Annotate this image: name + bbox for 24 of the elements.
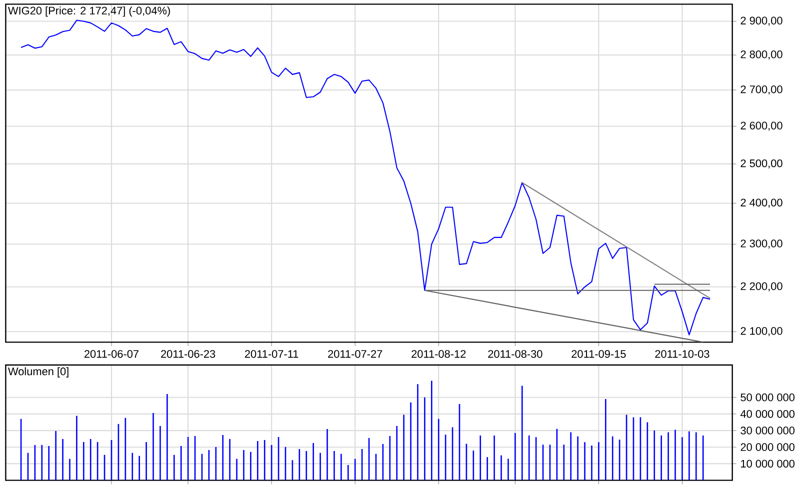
x-tick-label: 2011-10-03 [655,350,710,358]
chart-title: WIG20 [Price: 2 172,47] (-0,04%) [8,6,170,17]
x-tick-label: 2011-07-27 [328,350,382,358]
y-tick-label: 20 000 000 [740,443,794,451]
y-tick-label: 30 000 000 [740,426,794,434]
y-tick-label: 40 000 000 [740,410,794,418]
x-tick-label: 2011-08-30 [488,350,542,358]
y-tick-label: 2 800,00 [740,50,782,60]
y-tick-label: 2 900,00 [740,16,782,26]
x-tick-label: 2011-09-15 [572,350,626,358]
y-tick-label: 50 000 000 [740,393,794,402]
chart-title: Wolumen [0] [8,367,68,378]
y-tick-label: 10 000 000 [741,460,794,468]
x-tick-label: 2011-06-23 [161,350,216,358]
y-tick-label: 2 200,00 [740,282,782,292]
x-tick-label: 2011-06-07 [84,350,139,358]
x-tick-label: 2011-07-11 [244,350,298,358]
y-tick-label: 2 600,00 [740,122,782,131]
y-tick-label: 2 100,00 [740,327,782,336]
y-tick-label: 2 500,00 [740,159,782,168]
x-tick-label: 2011-08-12 [412,350,466,358]
y-tick-label: 2 400,00 [740,198,782,208]
y-tick-label: 2 700,00 [740,85,782,95]
y-tick-label: 2 300,00 [740,240,782,249]
